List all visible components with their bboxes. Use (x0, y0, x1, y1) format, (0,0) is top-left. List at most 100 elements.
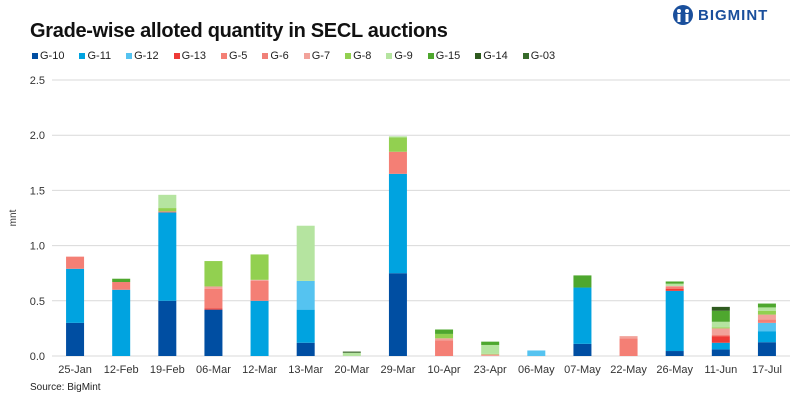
legend-label: G-9 (394, 50, 413, 62)
bigmint-logo: BIGMINT (672, 4, 768, 26)
bar-segment-g-8-11-jun (711, 327, 730, 329)
bar-segment-g-12-17-jul (757, 322, 776, 332)
x-tick-label: 17-Jul (752, 364, 782, 376)
legend-swatch (79, 53, 86, 59)
bar-segment-g-9-19-feb (158, 194, 177, 209)
legend-swatch (303, 53, 310, 59)
x-tick-label: 06-May (518, 364, 555, 376)
bar-segment-g-5-22-may (619, 338, 638, 356)
legend-label: G-12 (134, 50, 159, 62)
bar-segment-g-9-29-mar (388, 136, 407, 138)
x-tick-label: 20-Mar (334, 364, 369, 376)
bar-segment-g-10-26-may (665, 351, 684, 356)
bar-segment-g-8-19-feb (158, 208, 177, 212)
legend-item: G-6 (262, 50, 289, 62)
legend: G-10 G-11 G-12 G-13 G-5 G-6 G-7 G-8 G-9 G-15 G-14 G… (32, 50, 555, 62)
bar-segment-g-15-23-apr (481, 341, 500, 345)
x-tick-label: 11-Jun (704, 364, 737, 376)
legend-label: G-10 (40, 50, 65, 62)
legend-item: G-10 (32, 50, 64, 62)
legend-label: G-8 (353, 50, 372, 62)
legend-item: G-8 (345, 50, 371, 62)
x-tick-label: 26-May (656, 364, 693, 376)
bar-segment-g-7-12-mar (250, 279, 269, 281)
bar-segment-g-12-13-mar (296, 280, 315, 310)
bar-segment-g-5-10-apr (435, 340, 454, 356)
x-tick-label: 23-Apr (474, 364, 507, 376)
bar-segment-g-7-11-jun (711, 328, 730, 336)
bar-segment-g-11-07-may (573, 287, 592, 344)
legend-label: G-14 (483, 50, 508, 62)
bar-segment-g-15-11-jun (711, 310, 730, 322)
bar-segment-g-5-19-feb (158, 211, 177, 213)
bar-segment-g-9-11-jun (711, 321, 730, 328)
x-tick-label: 10-Apr (428, 364, 461, 376)
bar-segment-g-15-10-apr (435, 329, 454, 334)
bar-segment-g-7-26-may (665, 285, 684, 287)
legend-item: G-11 (79, 50, 111, 62)
legend-label: G-03 (530, 50, 556, 62)
bar-segment-g-5-06-mar (204, 288, 223, 309)
bar-segment-g-11-12-mar (250, 300, 269, 356)
y-tick-label: 2.5 (30, 75, 45, 87)
bar-segment-g-5-25-jan (66, 256, 85, 269)
legend-swatch (221, 53, 228, 59)
y-tick-label: 0.0 (30, 351, 45, 363)
bar-segment-g-11-29-mar (388, 173, 407, 274)
bar-segment-g-10-19-feb (158, 300, 177, 356)
bar-segment-g-10-07-may (573, 343, 592, 356)
x-tick-label: 07-May (564, 364, 601, 376)
bar-segment-g-7-23-apr (481, 354, 500, 356)
bar-segment-g-14-11-jun (711, 306, 730, 311)
legend-item: G-14 (475, 50, 508, 62)
bar-segment-g-11-17-jul (757, 331, 776, 343)
legend-label: G-13 (181, 50, 207, 62)
x-tick-label: 25-Jan (58, 364, 92, 376)
x-tick-label: 22-May (610, 364, 647, 376)
bar-segment-g-13-11-jun (711, 336, 730, 343)
bar-segment-g-11-11-jun (711, 342, 730, 350)
source-note: Source: BigMint (30, 382, 101, 393)
y-tick-label: 0.5 (30, 296, 45, 308)
bar-segment-g-15-12-feb (112, 278, 131, 283)
bar-segment-g-9-17-jul (757, 307, 776, 311)
bar-segment-g-8-06-mar (204, 261, 223, 287)
x-tick-label: 13-Mar (288, 364, 323, 376)
bar-segment-g-11-12-feb (112, 289, 131, 356)
legend-label: G-6 (270, 50, 289, 62)
legend-swatch (345, 53, 352, 59)
bar-segment-g-7-17-jul (757, 314, 776, 320)
bar-segment-g-8-10-apr (435, 333, 454, 339)
legend-item: G-15 (427, 50, 461, 62)
bar-segment-g-11-19-feb (158, 212, 177, 301)
y-axis-label: mnt (8, 209, 19, 226)
chart-title: Grade-wise alloted quantity in SECL auct… (30, 20, 448, 42)
bar-segment-g-15-17-jul (757, 303, 776, 308)
bar-segment-g-7-10-apr (435, 338, 454, 341)
legend-item: G-7 (303, 50, 330, 62)
legend-item: G-13 (173, 50, 207, 62)
y-tick-label: 2.0 (30, 130, 45, 142)
logo-icon (673, 5, 693, 25)
bar-segment-g-7-06-mar (204, 286, 223, 289)
x-tick-label: 12-Feb (104, 364, 139, 376)
bar-segment-g-7-22-may (619, 336, 638, 339)
bar-segment-g-15-26-may (665, 281, 684, 284)
legend-item: G-9 (386, 50, 413, 62)
bar-segment-g-9-13-mar (296, 225, 315, 281)
legend-label: G-5 (229, 50, 248, 62)
legend-item: G-12 (126, 50, 159, 62)
legend-label: G-11 (87, 50, 112, 62)
legend-swatch (262, 53, 269, 59)
x-tick-label: 29-Mar (381, 364, 416, 376)
bar-segment-g-11-25-jan (66, 268, 85, 323)
bar-segment-g-9-23-apr (481, 344, 500, 354)
bar-segment-g-11-13-mar (296, 309, 315, 343)
bar-segment-g-8-29-mar (388, 137, 407, 152)
bar-segment-g-5-29-mar (388, 151, 407, 174)
legend-swatch (32, 53, 38, 59)
legend-label: G-15 (435, 50, 461, 62)
bar-segment-g-9-20-mar (342, 352, 361, 356)
legend-item: G-5 (221, 50, 247, 62)
